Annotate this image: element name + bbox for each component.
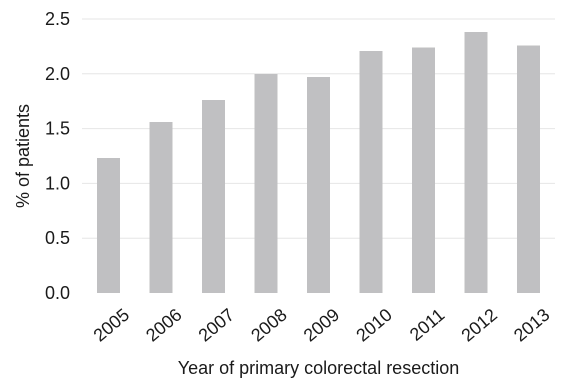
x-tick-label: 2008 xyxy=(247,305,291,346)
y-tick-label: 2.5 xyxy=(45,9,70,29)
bar-2005 xyxy=(96,158,120,293)
y-tick-label: 1.0 xyxy=(45,173,70,193)
bars xyxy=(96,32,541,294)
y-tick-label: 0.0 xyxy=(45,283,70,303)
x-tick-label: 2012 xyxy=(457,305,501,346)
x-tick-label: 2006 xyxy=(142,305,186,346)
y-tick-label: 1.5 xyxy=(45,119,70,139)
y-tick-label: 2.0 xyxy=(45,64,70,84)
y-axis-ticks: 0.0 0.5 1.0 1.5 2.0 2.5 xyxy=(45,9,70,303)
y-axis-title: % of patients xyxy=(13,104,33,208)
bar-2010 xyxy=(359,50,383,294)
x-tick-label: 2013 xyxy=(510,305,554,346)
bar-2013 xyxy=(517,45,541,293)
bar-2007 xyxy=(201,100,225,293)
x-tick-label: 2010 xyxy=(352,305,396,346)
x-tick-label: 2011 xyxy=(406,305,449,345)
bar-2011 xyxy=(412,47,436,293)
x-tick-label: 2009 xyxy=(300,305,344,346)
x-axis-title: Year of primary colorectal resection xyxy=(178,358,459,378)
bar-2009 xyxy=(307,77,330,293)
x-axis-ticks: 2005 2006 2007 2008 2009 2010 2011 2012 2013 xyxy=(90,305,554,346)
bar-2012 xyxy=(464,32,488,293)
x-tick-label: 2007 xyxy=(195,305,239,346)
bar-2006 xyxy=(149,122,173,293)
x-tick-label: 2005 xyxy=(90,305,134,346)
bar-2008 xyxy=(254,73,278,293)
y-tick-label: 0.5 xyxy=(45,228,70,248)
